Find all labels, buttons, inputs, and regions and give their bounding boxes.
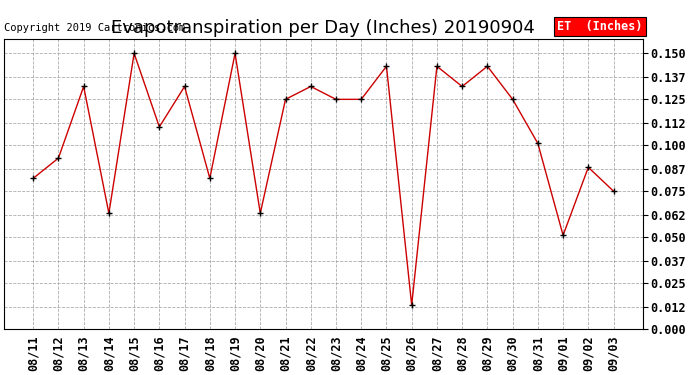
Text: ET  (Inches): ET (Inches) <box>557 20 642 33</box>
Title: Evapotranspiration per Day (Inches) 20190904: Evapotranspiration per Day (Inches) 2019… <box>111 19 535 37</box>
Text: Copyright 2019 Cartronics.com: Copyright 2019 Cartronics.com <box>4 23 186 33</box>
